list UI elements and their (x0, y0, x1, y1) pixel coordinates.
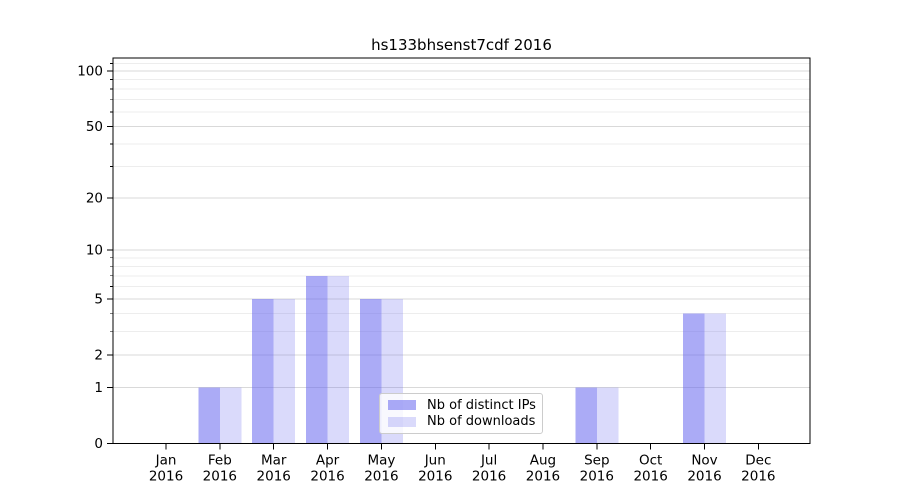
x-tick-label-month: Feb (208, 453, 232, 469)
y-tick-label: 1 (94, 380, 103, 396)
x-tick-label-year: 2016 (526, 469, 560, 485)
x-tick-label-month: Jan (155, 453, 177, 469)
bar-downloads (704, 313, 726, 444)
bar-distinct-ips (359, 298, 382, 444)
legend-swatch-distinct-ips (388, 400, 416, 411)
x-tick-label-month: Oct (639, 453, 662, 469)
y-tick-label: 100 (77, 64, 103, 80)
x-tick-label-month: May (367, 453, 395, 469)
x-tick-label-year: 2016 (580, 469, 614, 485)
x-tick-label-month: Dec (745, 453, 771, 469)
legend-item-downloads: Nb of downloads (388, 414, 536, 430)
legend: Nb of distinct IPs Nb of downloads (379, 393, 543, 434)
y-tick-label: 50 (86, 119, 103, 135)
legend-label-distinct-ips: Nb of distinct IPs (427, 397, 536, 413)
x-tick-label-year: 2016 (364, 469, 398, 485)
bar-downloads (219, 387, 242, 444)
bar-distinct-ips (198, 387, 220, 444)
bar-downloads (273, 298, 296, 444)
x-tick-label-month: Aug (530, 453, 556, 469)
x-tick-label-month: Sep (584, 453, 609, 469)
x-tick-label-year: 2016 (310, 469, 344, 485)
y-tick-label: 0 (94, 436, 103, 452)
bar-distinct-ips (575, 387, 597, 444)
y-tick-label: 5 (94, 291, 103, 307)
x-tick-label-year: 2016 (633, 469, 667, 485)
bar-downloads (596, 387, 619, 444)
x-tick-label-month: Jul (480, 453, 497, 469)
legend-item-distinct-ips: Nb of distinct IPs (388, 397, 536, 413)
x-tick-label-year: 2016 (687, 469, 721, 485)
y-tick-label: 20 (86, 190, 103, 206)
chart-title: hs133bhsenst7cdf 2016 (371, 36, 552, 54)
x-tick-label-year: 2016 (418, 469, 452, 485)
x-tick-label-year: 2016 (203, 469, 237, 485)
x-tick-label-year: 2016 (149, 469, 183, 485)
bar-distinct-ips (252, 298, 274, 444)
x-tick-label-year: 2016 (741, 469, 775, 485)
bar-distinct-ips (683, 313, 705, 444)
legend-swatch-downloads (388, 416, 416, 427)
x-tick-label-month: Jun (424, 453, 446, 469)
x-tick-label-month: Nov (691, 453, 717, 469)
x-tick-label-month: Apr (316, 453, 340, 469)
plot-border (112, 57, 811, 444)
y-tick-label: 10 (86, 243, 103, 259)
x-tick-label-year: 2016 (472, 469, 506, 485)
y-tick-label: 2 (94, 347, 103, 363)
bar-downloads (327, 275, 350, 444)
x-tick-label-year: 2016 (257, 469, 291, 485)
legend-label-downloads: Nb of downloads (427, 414, 536, 430)
x-tick-label-month: Mar (261, 453, 287, 469)
bar-distinct-ips (306, 275, 328, 444)
